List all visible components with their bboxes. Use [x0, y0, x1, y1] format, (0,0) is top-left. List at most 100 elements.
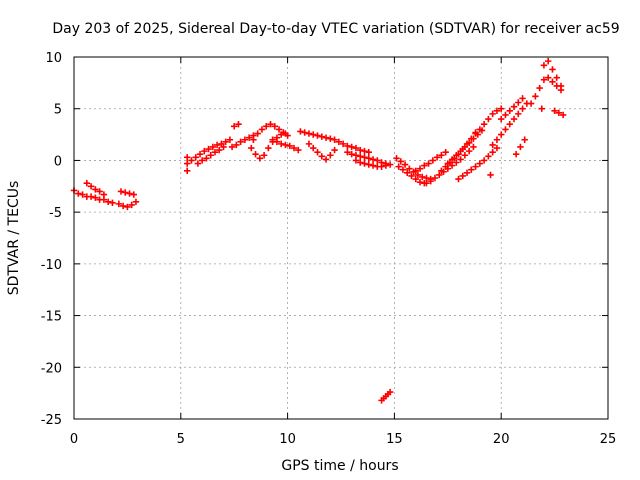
data-point-arc24 — [489, 148, 496, 156]
data-point-arc12 — [301, 129, 308, 136]
data-point-arc7 — [237, 138, 244, 146]
data-point-arc31 — [544, 57, 552, 65]
data-point-arc10 — [267, 121, 274, 128]
y-tick-label: -10 — [41, 258, 62, 273]
data-point-arc25 — [485, 115, 492, 123]
data-point-arc1 — [92, 194, 99, 201]
data-point-arc13 — [318, 153, 325, 160]
data-point-arc29 — [521, 136, 528, 143]
data-point-arc10 — [271, 123, 278, 130]
data-point-arc16 — [357, 159, 364, 166]
data-point-arc15 — [361, 154, 368, 161]
data-point-arc26 — [502, 126, 509, 133]
data-point-arc11 — [286, 142, 293, 150]
data-point-arc14 — [365, 148, 372, 156]
data-point-arc20 — [416, 165, 424, 172]
data-point-arc33 — [559, 111, 567, 119]
data-point-arc14 — [357, 146, 364, 154]
data-point-arc5 — [184, 167, 191, 174]
data-point-arc4 — [130, 191, 138, 198]
data-point-arc23 — [470, 135, 477, 142]
data-point-arc19 — [399, 166, 407, 173]
data-point-arc2 — [87, 183, 95, 190]
data-point-arc16 — [382, 162, 390, 169]
data-point-arc10 — [258, 126, 266, 133]
data-point-arc18 — [418, 173, 426, 181]
data-point-arc1 — [87, 193, 95, 200]
data-point-arc24 — [493, 144, 501, 152]
data-point-arc7 — [233, 141, 240, 149]
data-point-arc13 — [305, 140, 313, 148]
data-point-arc29 — [517, 143, 524, 151]
data-point-arc24 — [463, 169, 471, 177]
data-point-arc13 — [310, 144, 317, 152]
x-tick-label: 5 — [177, 432, 185, 447]
data-point-arc6 — [198, 157, 206, 164]
data-point-arc31 — [553, 74, 560, 81]
data-point-arc23 — [448, 156, 456, 163]
data-point-arc6 — [207, 152, 214, 159]
data-point-arc16 — [352, 157, 360, 164]
data-point-arc30 — [527, 100, 535, 107]
data-point-arc15 — [365, 155, 372, 162]
data-point-arc9 — [248, 144, 255, 152]
data-point-arc32 — [549, 78, 556, 86]
y-axis-label: SDTVAR / TECUs — [6, 181, 22, 296]
data-point-arc6 — [216, 146, 223, 154]
data-point-arc7 — [245, 134, 253, 141]
data-point-arc13 — [322, 156, 330, 163]
data-point-arc21 — [431, 174, 439, 182]
data-point-arc2 — [83, 179, 91, 187]
x-axis-label: GPS time / hours — [281, 458, 398, 474]
data-point-arc27 — [510, 103, 518, 110]
data-point-arc26 — [515, 110, 522, 118]
data-point-arc30 — [540, 76, 548, 83]
data-point-arc17 — [386, 388, 394, 396]
data-point-arc5 — [192, 154, 199, 161]
data-point-arc30 — [536, 84, 543, 92]
data-point-arc8 — [231, 123, 238, 130]
x-tick-label: 0 — [70, 432, 78, 447]
data-point-arc4 — [117, 188, 125, 195]
data-point-arc9 — [256, 155, 264, 162]
data-point-arc4 — [126, 190, 133, 197]
data-point-arc3 — [132, 198, 140, 205]
data-point-arc2 — [92, 186, 99, 193]
data-point-arc14 — [344, 142, 351, 150]
data-point-arc3 — [119, 202, 127, 210]
data-point-arc27 — [498, 115, 505, 123]
data-point-arc11 — [273, 138, 281, 146]
y-tick-label: 0 — [54, 154, 62, 169]
data-point-arc21 — [457, 156, 464, 163]
data-point-arc21 — [423, 179, 430, 187]
data-point-arc14 — [348, 143, 355, 151]
gridlines — [74, 57, 608, 419]
y-tick-label: 10 — [45, 51, 62, 66]
data-point-arc23 — [444, 160, 451, 167]
data-point-arc1 — [75, 190, 82, 197]
data-point-arc27 — [506, 107, 513, 114]
data-point-arc19 — [412, 175, 419, 183]
data-point-arc24 — [468, 166, 475, 173]
data-point-arc12 — [327, 135, 334, 142]
data-point-arc20 — [425, 160, 432, 167]
data-point-arc11 — [295, 146, 302, 154]
data-point-arc21 — [470, 143, 477, 151]
data-point-arc22 — [438, 167, 445, 174]
data-point-arc28 — [487, 171, 494, 179]
data-point-arc2 — [100, 191, 108, 198]
data-point-arc18 — [414, 171, 422, 179]
data-point-arc21 — [461, 152, 469, 159]
data-point-arc27 — [515, 99, 522, 106]
data-point-arc24 — [476, 160, 484, 167]
data-point-arc6 — [194, 160, 202, 167]
data-point-arc15 — [374, 157, 381, 164]
data-point-arc26 — [489, 141, 496, 149]
y-tick-label: -20 — [41, 361, 62, 376]
data-point-arc32 — [557, 86, 565, 94]
data-point-arc5 — [205, 145, 212, 153]
data-point-arc21 — [453, 159, 460, 166]
data-point-arc14 — [352, 144, 360, 152]
data-point-arc23 — [465, 139, 473, 147]
